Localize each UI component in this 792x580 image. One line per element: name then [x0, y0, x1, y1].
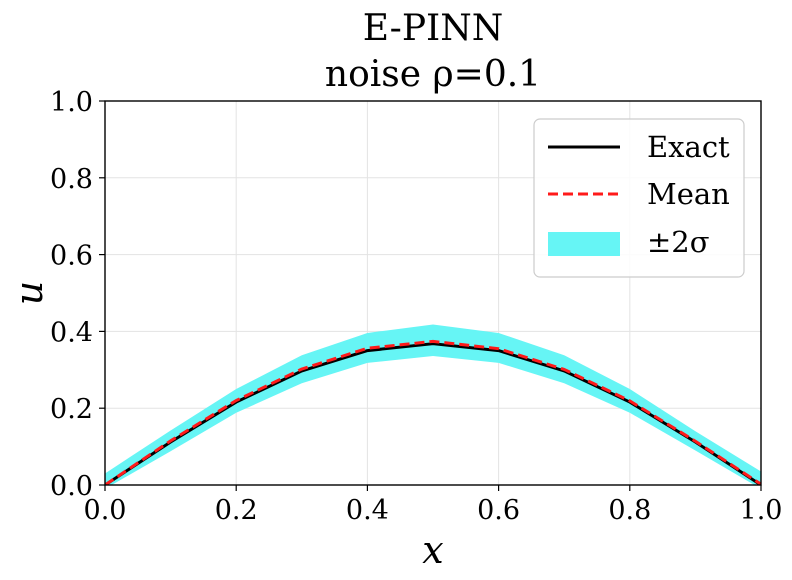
series-line-mean — [105, 339, 761, 485]
y-axis-label: u — [7, 281, 51, 305]
y-tick-label: 0.4 — [50, 317, 93, 348]
x-tick-label: 0.4 — [346, 495, 389, 526]
x-tick-label: 0.2 — [215, 495, 258, 526]
y-tick-label: 0.8 — [50, 164, 93, 195]
y-tick-label: 0.0 — [50, 471, 93, 502]
x-axis-label: x — [422, 528, 443, 572]
band-layer — [105, 324, 761, 485]
series-layer — [105, 339, 761, 485]
x-tick-label: 0.6 — [477, 495, 520, 526]
x-tick-label: 1.0 — [740, 495, 783, 526]
legend-label-exact: Exact — [647, 130, 730, 164]
x-tick-label: 0.8 — [608, 495, 651, 526]
legend-swatch-band — [548, 232, 620, 256]
y-tick-label: 1.0 — [50, 87, 93, 118]
y-tick-label: 0.2 — [50, 394, 93, 425]
x-tick-label: 0.0 — [84, 495, 127, 526]
y-tick-label: 0.6 — [50, 241, 93, 272]
chart-title: E-PINN — [363, 8, 504, 49]
legend-label-band: ±2σ — [647, 225, 710, 259]
plot-frame — [104, 100, 762, 486]
tick-layer: 0.0 0.2 0.4 0.6 0.8 1.0 0.0 0.2 0.4 0.6 0.8 1.0 — [50, 87, 782, 526]
legend: Exact Mean ±2σ — [533, 118, 745, 278]
band-2sigma — [105, 324, 761, 485]
legend-label-mean: Mean — [647, 177, 730, 211]
chart-subtitle: noise ρ=0.1 — [325, 54, 541, 95]
